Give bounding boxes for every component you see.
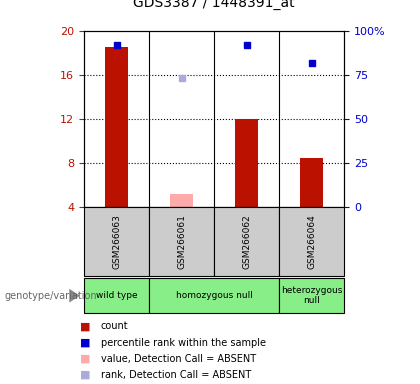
Text: ■: ■ <box>80 354 90 364</box>
Bar <box>105 47 128 207</box>
Text: homozygous null: homozygous null <box>176 291 253 300</box>
Text: genotype/variation: genotype/variation <box>4 291 97 301</box>
Bar <box>84 207 149 276</box>
Bar <box>300 158 323 207</box>
Bar <box>214 207 279 276</box>
Text: wild type: wild type <box>96 291 137 300</box>
Text: count: count <box>101 321 129 331</box>
Text: GSM266063: GSM266063 <box>112 215 121 269</box>
Bar <box>170 194 193 207</box>
Text: GSM266064: GSM266064 <box>307 215 316 269</box>
Bar <box>84 278 149 313</box>
Bar <box>279 207 344 276</box>
Text: GSM266062: GSM266062 <box>242 215 251 269</box>
Text: GDS3387 / 1448391_at: GDS3387 / 1448391_at <box>134 0 295 10</box>
Text: ■: ■ <box>80 338 90 348</box>
Text: GSM266061: GSM266061 <box>177 215 186 269</box>
Text: percentile rank within the sample: percentile rank within the sample <box>101 338 266 348</box>
Polygon shape <box>69 289 80 303</box>
Text: ■: ■ <box>80 321 90 331</box>
Bar <box>279 278 344 313</box>
Text: rank, Detection Call = ABSENT: rank, Detection Call = ABSENT <box>101 370 251 380</box>
Text: ■: ■ <box>80 370 90 380</box>
Bar <box>235 119 258 207</box>
Bar <box>149 207 214 276</box>
Bar <box>149 278 279 313</box>
Text: value, Detection Call = ABSENT: value, Detection Call = ABSENT <box>101 354 256 364</box>
Text: heterozygous
null: heterozygous null <box>281 286 343 305</box>
